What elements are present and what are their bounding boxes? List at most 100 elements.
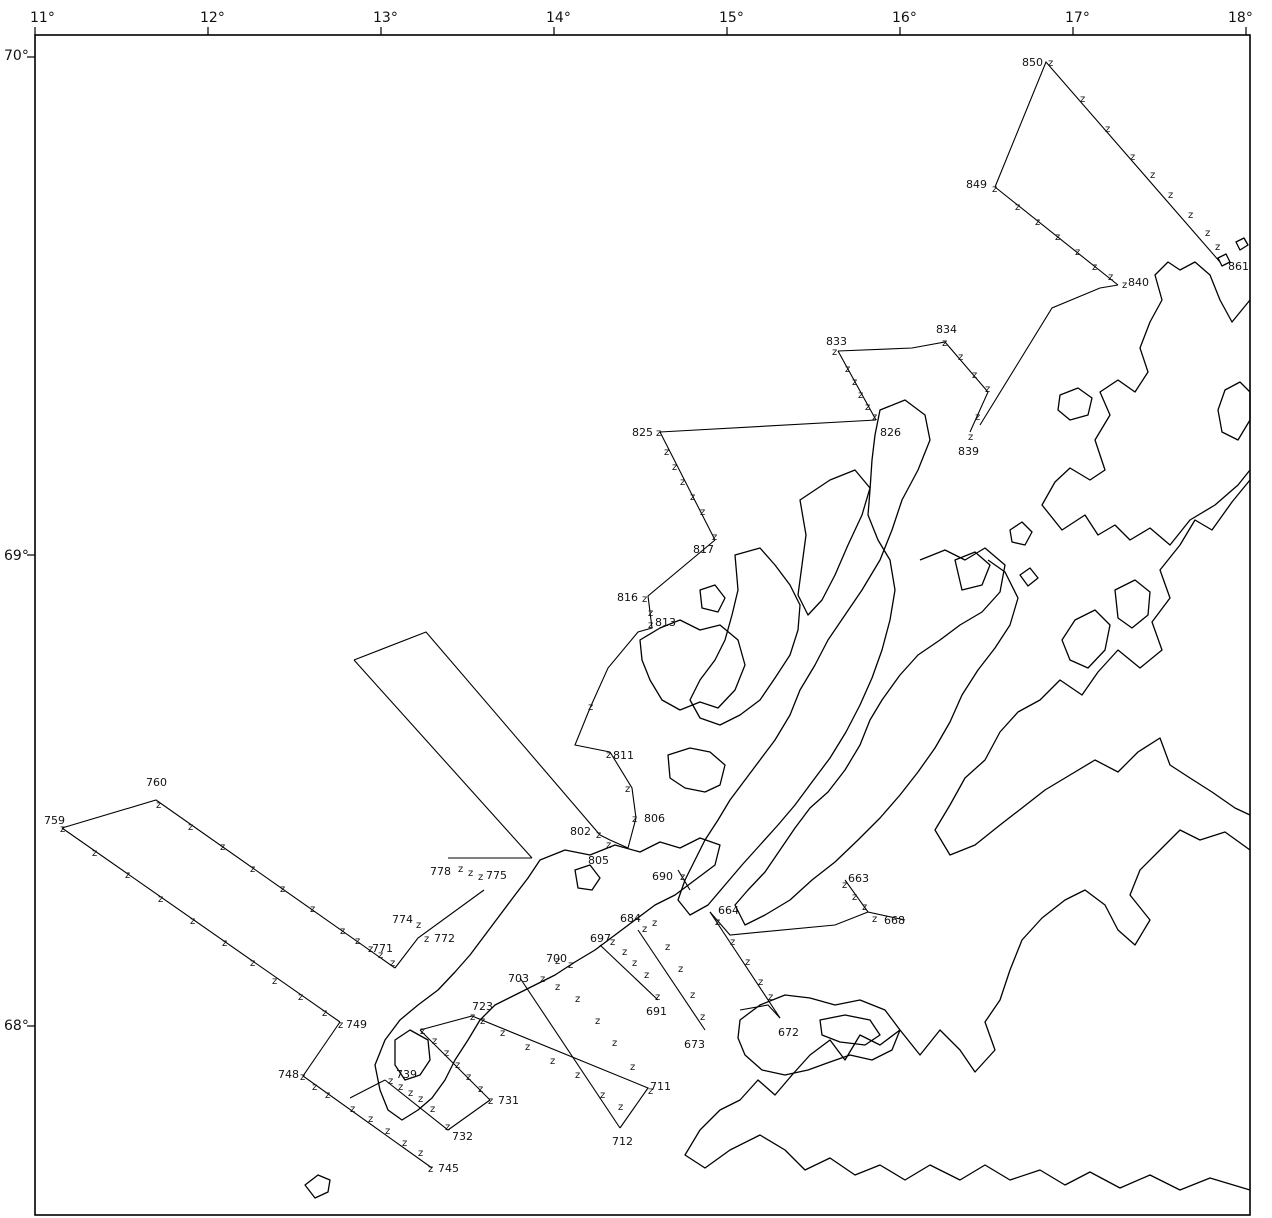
station-label-833: 833 [826, 335, 847, 348]
marker: z [550, 1056, 555, 1067]
marker: z [388, 1076, 393, 1087]
station-label-673: 673 [684, 1038, 705, 1051]
station-label-778: 778 [430, 865, 451, 878]
marker: z [1075, 247, 1080, 258]
marker: z [690, 492, 695, 503]
station-label-849: 849 [966, 178, 987, 191]
station-label-850: 850 [1022, 56, 1043, 69]
marker: z [325, 1090, 330, 1101]
marker: z [622, 947, 627, 958]
marker: z [1080, 94, 1085, 105]
marker: z [655, 992, 660, 1003]
marker: z [942, 338, 947, 349]
station-label-684: 684 [620, 912, 641, 925]
marker: z [428, 1164, 433, 1175]
marker: z [60, 824, 65, 835]
coastline [304, 237, 1251, 1199]
station-label-690: 690 [652, 870, 673, 883]
marker: z [852, 377, 857, 388]
station-label-748: 748 [278, 1068, 299, 1081]
cruise-tracks [61, 60, 1221, 1169]
station-label-712: 712 [612, 1135, 633, 1148]
marker: z [300, 1072, 305, 1083]
marker: z [500, 1028, 505, 1039]
marker: z [525, 1042, 530, 1053]
marker: z [680, 872, 685, 883]
marker: z [466, 1072, 471, 1083]
marker: z [430, 1104, 435, 1115]
station-label-664: 664 [718, 904, 739, 917]
marker: z [312, 1082, 317, 1093]
marker: z [596, 830, 601, 841]
marker: z [398, 1082, 403, 1093]
map-frame [34, 34, 1251, 1216]
marker: z [612, 1038, 617, 1049]
marker: z [968, 432, 973, 443]
marker: z [648, 1086, 653, 1097]
station-label-774: 774 [392, 913, 413, 926]
station-label-731: 731 [498, 1094, 519, 1107]
marker: z [455, 1060, 460, 1071]
marker: z [444, 1048, 449, 1059]
marker: z [418, 1148, 423, 1159]
marker: z [715, 917, 720, 928]
marker: z [630, 1062, 635, 1073]
station-label-805: 805 [588, 854, 609, 867]
marker: z [712, 532, 717, 543]
marker: z [478, 1084, 483, 1095]
marker: z [298, 992, 303, 1003]
station-label-802: 802 [570, 825, 591, 838]
marker: z [632, 814, 637, 825]
marker: z [445, 1122, 450, 1133]
station-label-760: 760 [146, 776, 167, 789]
station-label-817: 817 [693, 543, 714, 556]
marker: z [1048, 58, 1053, 69]
station-label-816: 816 [617, 591, 638, 604]
station-label-739: 739 [396, 1068, 417, 1081]
marker: z [575, 994, 580, 1005]
marker: z [468, 868, 473, 879]
station-label-703: 703 [508, 972, 529, 985]
station-label-825: 825 [632, 426, 653, 439]
marker: z [280, 884, 285, 895]
station-label-672: 672 [778, 1026, 799, 1039]
marker: z [768, 992, 773, 1003]
station-label-813: 813 [655, 616, 676, 629]
marker: z [985, 384, 990, 395]
marker: z [220, 842, 225, 853]
station-label-826: 826 [880, 426, 901, 439]
station-label-771: 771 [372, 942, 393, 955]
marker: z [156, 800, 161, 811]
marker: z [1108, 272, 1113, 283]
marker: z [872, 412, 877, 423]
marker: z [1035, 217, 1040, 228]
longitude-axis: 11° 12° 13° 14° 15° 16° 17° 18° [30, 10, 1253, 35]
marker: z [390, 958, 395, 969]
marker: z [555, 982, 560, 993]
marker: z [416, 920, 421, 931]
marker: z [458, 864, 463, 875]
lon-label-17: 17° [1065, 10, 1090, 26]
marker: z [595, 1016, 600, 1027]
station-label-663: 663 [848, 872, 869, 885]
marker: z [1092, 262, 1097, 273]
marker: z [125, 870, 130, 881]
lon-label-16: 16° [892, 10, 917, 26]
marker: z [385, 1126, 390, 1137]
marker: z [700, 507, 705, 518]
station-label-711: 711 [650, 1080, 671, 1093]
marker: z [350, 1104, 355, 1115]
marker: z [340, 926, 345, 937]
station-label-697: 697 [590, 932, 611, 945]
station-label-745: 745 [438, 1162, 459, 1175]
marker: z [680, 477, 685, 488]
station-label-732: 732 [452, 1130, 473, 1143]
marker: z [678, 964, 683, 975]
marker: z [1122, 280, 1127, 291]
marker: z [368, 944, 373, 955]
marker: z [575, 1070, 580, 1081]
marker: z [656, 428, 661, 439]
station-label-759: 759 [44, 814, 65, 827]
marker: z [310, 904, 315, 915]
